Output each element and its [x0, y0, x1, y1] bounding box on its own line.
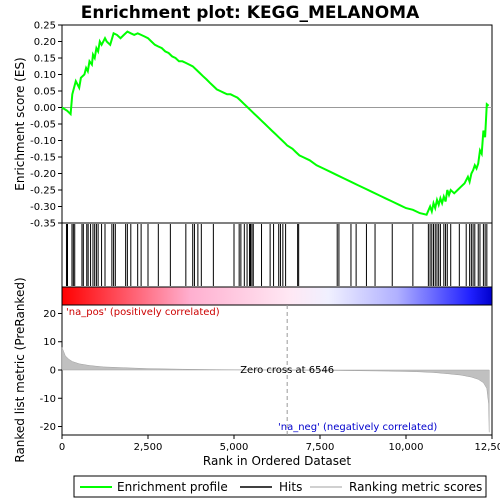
metric-y-ticks: 20 10 0 -10 -20: [40, 309, 62, 433]
es-y-tick-label: 0.05: [34, 87, 56, 98]
hits-panel: [61, 222, 493, 288]
metric-y-axis-label: Ranked list metric (PreRanked): [13, 277, 27, 462]
es-y-tick-label: -0.35: [30, 219, 56, 230]
legend-label-ranking: Ranking metric scores: [349, 480, 482, 494]
hit-marks: [65, 224, 488, 286]
neg-correlated-label: 'na_neg' (negatively correlated): [278, 422, 437, 433]
legend-frame: [73, 475, 487, 498]
es-y-tick-label: -0.20: [30, 169, 56, 180]
series-ranking-metric-scores: [61, 347, 490, 433]
legend-label-hits: Hits: [279, 480, 302, 494]
series-enrichment-profile: [61, 30, 490, 216]
es-y-tick-label: 0.00: [34, 103, 56, 114]
es-panel-frame: [61, 24, 493, 224]
x-ticks: 0 2,500 5,000 7,500 10,000 12,500: [59, 435, 500, 453]
metric-y-tick-label: 10: [43, 337, 56, 348]
zero-cross-label: Zero cross at 6546: [240, 365, 334, 376]
x-tick-label: 2,500: [134, 442, 163, 453]
es-y-tick-label: 0.10: [34, 70, 56, 81]
x-tick-label: 0: [59, 442, 65, 453]
es-y-ticks: 0.25 0.20 0.15 0.10 0.05 0.00 -0.05 -0.10 -0.15 -…: [30, 21, 62, 230]
es-y-tick-label: -0.05: [30, 120, 56, 131]
x-tick-label: 10,000: [389, 442, 424, 453]
x-tick-label: 5,000: [220, 442, 249, 453]
chart-title: Enrichment plot: KEGG_MELANOMA: [81, 3, 420, 23]
x-tick-label: 12,500: [475, 442, 500, 453]
metric-y-tick-label: 0: [50, 366, 56, 377]
metric-y-tick-label: -10: [40, 394, 56, 405]
metric-y-tick-label: -20: [40, 422, 56, 433]
legend: Enrichment profile Hits Ranking metric s…: [73, 475, 487, 498]
es-y-tick-label: 0.25: [34, 21, 56, 32]
ranking-gradient-bar: [61, 286, 493, 306]
gradient-rect: [61, 286, 493, 306]
metric-panel: 20 10 0 -10 -20 Zero cross at 6546 'na_pos' …: [13, 277, 493, 463]
es-y-tick-label: -0.10: [30, 136, 56, 147]
es-y-tick-label: 0.20: [34, 37, 56, 48]
legend-label-enrichment: Enrichment profile: [117, 480, 228, 494]
es-y-tick-label: 0.15: [34, 54, 56, 65]
hits-panel-frame: [61, 222, 493, 288]
es-y-tick-label: -0.30: [30, 202, 56, 213]
x-axis-label: Rank in Ordered Dataset: [203, 454, 351, 468]
es-y-tick-label: -0.25: [30, 186, 56, 197]
pos-correlated-label: 'na_pos' (positively correlated): [66, 307, 220, 318]
es-panel: 0.25 0.20 0.15 0.10 0.05 0.00 -0.05 -0.10 -0.15 -…: [13, 21, 493, 230]
es-y-axis-label: Enrichment score (ES): [13, 57, 27, 190]
metric-y-tick-label: 20: [43, 309, 56, 320]
x-tick-label: 7,500: [306, 442, 335, 453]
es-y-tick-label: -0.15: [30, 153, 56, 164]
